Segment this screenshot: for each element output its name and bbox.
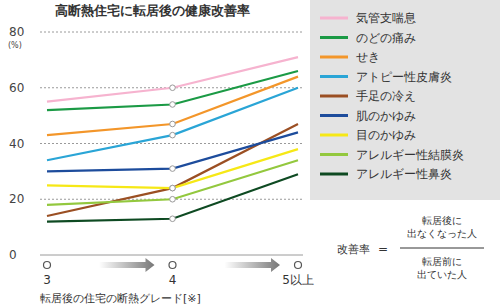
point-marker xyxy=(170,132,176,138)
x-tick xyxy=(295,262,302,269)
series-line xyxy=(47,57,298,102)
series-line xyxy=(47,132,298,171)
formula-equals: = xyxy=(378,242,388,256)
series-line xyxy=(47,160,298,205)
arrow xyxy=(225,258,281,272)
point-marker xyxy=(170,185,176,191)
arrow xyxy=(99,258,155,272)
legend-label: アトピー性皮膚炎 xyxy=(356,70,452,84)
legend-swatch xyxy=(320,36,348,39)
lines xyxy=(47,57,298,221)
point-marker xyxy=(170,102,176,108)
y-tick-label: 0 xyxy=(9,248,17,262)
grid-line xyxy=(40,32,303,33)
legend-swatch xyxy=(320,153,348,156)
legend-swatch xyxy=(320,75,348,78)
legend-swatch xyxy=(320,56,348,59)
legend-swatch xyxy=(320,134,348,137)
y-tick-label: 60 xyxy=(9,81,24,95)
legend-label: アレルギー性鼻炎 xyxy=(356,167,452,181)
point-marker xyxy=(170,166,176,172)
legend-label: 気管支喘息 xyxy=(356,11,416,25)
x-tick-label: 4 xyxy=(169,273,177,287)
point-marker xyxy=(170,185,176,191)
series-line xyxy=(47,88,298,160)
legend-label: アレルギー性結膜炎 xyxy=(356,148,464,162)
formula-numerator: 出なくなった人 xyxy=(407,228,477,239)
legend-swatch xyxy=(320,173,348,176)
series-line xyxy=(47,77,298,136)
legend-swatch xyxy=(320,17,348,20)
legend-box xyxy=(310,0,500,200)
x-tick-label: 5以上 xyxy=(282,273,314,287)
point-marker xyxy=(170,85,176,91)
series-line xyxy=(47,149,298,188)
grid-line xyxy=(40,255,303,256)
chart-wrap: 高断熱住宅に転居後の健康改善率 0 20 40 60 80 (%) 3 4 5以上転居後の住宅の断… xyxy=(0,0,500,308)
x-tick xyxy=(169,262,176,269)
formula-denominator: 出ていた人 xyxy=(417,269,467,280)
series-line xyxy=(47,174,298,221)
x-tick xyxy=(44,262,51,269)
legend-swatch xyxy=(320,95,348,98)
legend-label: 手足の冷え xyxy=(356,89,416,103)
legend-label: せき xyxy=(356,50,380,64)
chart: 高断熱住宅に転居後の健康改善率 0 20 40 60 80 (%) 3 4 5以上転居後の住宅の断… xyxy=(0,0,500,308)
y-axis-label: (%) xyxy=(8,41,22,50)
fraction-bar xyxy=(400,248,484,249)
legend-label: 目のかゆみ xyxy=(356,128,416,142)
point-marker xyxy=(170,216,176,222)
legend-label: 肌のかゆみ xyxy=(356,109,416,123)
x-axis-label: 転居後の住宅の断熱グレード[※] xyxy=(40,292,201,305)
y-tick-label: 40 xyxy=(9,137,24,151)
point-marker xyxy=(170,196,176,202)
x-tick-label: 3 xyxy=(43,273,51,287)
legend-label: のどの痛み xyxy=(356,31,416,45)
legend-swatch xyxy=(320,114,348,117)
formula-numerator: 転居後に xyxy=(422,215,462,226)
title: 高断熱住宅に転居後の健康改善率 xyxy=(55,3,250,18)
series-line xyxy=(47,124,298,216)
formula-label: 改善率 xyxy=(337,243,370,256)
y-tick-label: 20 xyxy=(9,192,24,206)
y-tick-label: 80 xyxy=(9,25,24,39)
formula-denominator: 転居前に xyxy=(422,256,462,267)
point-marker xyxy=(170,121,176,127)
